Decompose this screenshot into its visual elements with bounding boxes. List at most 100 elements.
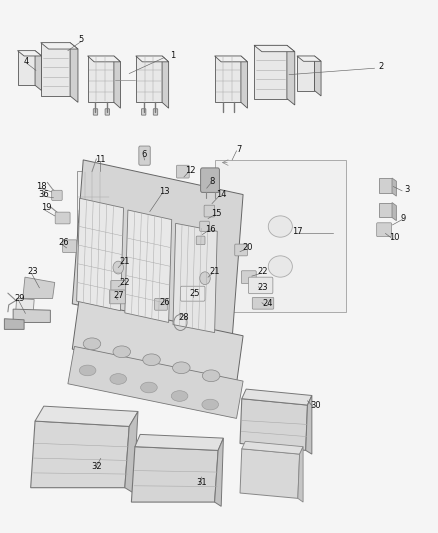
Text: 20: 20 — [242, 244, 253, 252]
Polygon shape — [242, 441, 303, 454]
Text: 14: 14 — [216, 190, 226, 199]
Text: 21: 21 — [120, 257, 130, 265]
Text: 10: 10 — [389, 233, 399, 241]
Text: 16: 16 — [205, 225, 215, 233]
Polygon shape — [287, 45, 295, 105]
Polygon shape — [35, 406, 138, 426]
Polygon shape — [125, 411, 138, 493]
Polygon shape — [88, 56, 114, 102]
Ellipse shape — [268, 256, 293, 277]
Text: 25: 25 — [190, 289, 200, 297]
Text: 4: 4 — [24, 57, 29, 66]
Polygon shape — [15, 298, 34, 317]
Polygon shape — [72, 160, 243, 338]
Polygon shape — [77, 198, 124, 311]
FancyBboxPatch shape — [177, 165, 189, 178]
Polygon shape — [4, 319, 24, 329]
Text: 11: 11 — [95, 156, 106, 164]
Polygon shape — [392, 178, 396, 196]
Polygon shape — [254, 45, 295, 52]
Polygon shape — [173, 223, 217, 333]
Text: 30: 30 — [310, 401, 321, 409]
Text: 17: 17 — [293, 228, 303, 236]
Text: 36: 36 — [39, 190, 49, 199]
Ellipse shape — [143, 354, 160, 366]
FancyBboxPatch shape — [111, 280, 126, 293]
FancyBboxPatch shape — [200, 221, 209, 231]
FancyBboxPatch shape — [241, 271, 256, 284]
Text: 7: 7 — [236, 145, 241, 154]
FancyBboxPatch shape — [201, 168, 219, 192]
Polygon shape — [241, 56, 247, 108]
Polygon shape — [41, 43, 70, 96]
Polygon shape — [23, 277, 55, 298]
Polygon shape — [35, 51, 42, 91]
Polygon shape — [254, 45, 287, 99]
Text: 22: 22 — [120, 278, 130, 287]
FancyBboxPatch shape — [110, 290, 125, 304]
Text: 19: 19 — [41, 204, 51, 212]
Polygon shape — [298, 447, 303, 502]
Ellipse shape — [141, 382, 157, 393]
Text: 2: 2 — [378, 62, 384, 71]
Polygon shape — [240, 399, 307, 450]
Polygon shape — [114, 56, 120, 108]
Text: 5: 5 — [78, 36, 84, 44]
Text: 23: 23 — [28, 268, 38, 276]
Polygon shape — [88, 56, 120, 62]
Polygon shape — [136, 56, 162, 102]
Text: 22: 22 — [258, 268, 268, 276]
Polygon shape — [77, 171, 110, 251]
FancyBboxPatch shape — [248, 277, 273, 294]
Polygon shape — [297, 56, 314, 91]
Ellipse shape — [79, 365, 96, 376]
FancyBboxPatch shape — [204, 205, 215, 217]
Polygon shape — [215, 56, 241, 102]
FancyBboxPatch shape — [180, 286, 205, 301]
Text: 8: 8 — [210, 177, 215, 185]
Polygon shape — [68, 346, 243, 418]
Polygon shape — [18, 51, 35, 85]
FancyBboxPatch shape — [377, 223, 392, 237]
Text: 23: 23 — [258, 284, 268, 292]
FancyBboxPatch shape — [153, 109, 158, 115]
Text: 12: 12 — [185, 166, 196, 175]
Ellipse shape — [83, 338, 101, 350]
Polygon shape — [379, 203, 392, 217]
Polygon shape — [215, 438, 223, 506]
FancyBboxPatch shape — [155, 298, 167, 310]
Polygon shape — [18, 51, 42, 56]
Text: 3: 3 — [405, 185, 410, 193]
Ellipse shape — [113, 346, 131, 358]
Text: 29: 29 — [14, 294, 25, 303]
Polygon shape — [70, 43, 78, 102]
Ellipse shape — [202, 370, 220, 382]
Polygon shape — [215, 56, 247, 62]
Polygon shape — [392, 203, 396, 221]
Ellipse shape — [268, 216, 293, 237]
FancyBboxPatch shape — [196, 236, 205, 245]
Text: 31: 31 — [196, 478, 207, 487]
FancyBboxPatch shape — [235, 244, 247, 256]
FancyBboxPatch shape — [139, 146, 150, 165]
Polygon shape — [41, 43, 78, 49]
Polygon shape — [215, 160, 346, 312]
FancyBboxPatch shape — [105, 109, 110, 115]
FancyBboxPatch shape — [52, 190, 62, 200]
Text: 26: 26 — [58, 238, 69, 247]
Text: 21: 21 — [209, 268, 220, 276]
Polygon shape — [72, 301, 243, 384]
Text: 32: 32 — [91, 462, 102, 471]
Text: 1: 1 — [170, 52, 176, 60]
Polygon shape — [306, 395, 312, 454]
Polygon shape — [379, 178, 392, 193]
Circle shape — [200, 272, 210, 285]
Text: 24: 24 — [262, 300, 272, 308]
FancyBboxPatch shape — [55, 212, 70, 224]
Text: 9: 9 — [400, 214, 406, 223]
Polygon shape — [297, 56, 321, 61]
Ellipse shape — [202, 399, 219, 410]
Text: 13: 13 — [159, 188, 170, 196]
Polygon shape — [136, 56, 169, 62]
Polygon shape — [131, 447, 218, 502]
